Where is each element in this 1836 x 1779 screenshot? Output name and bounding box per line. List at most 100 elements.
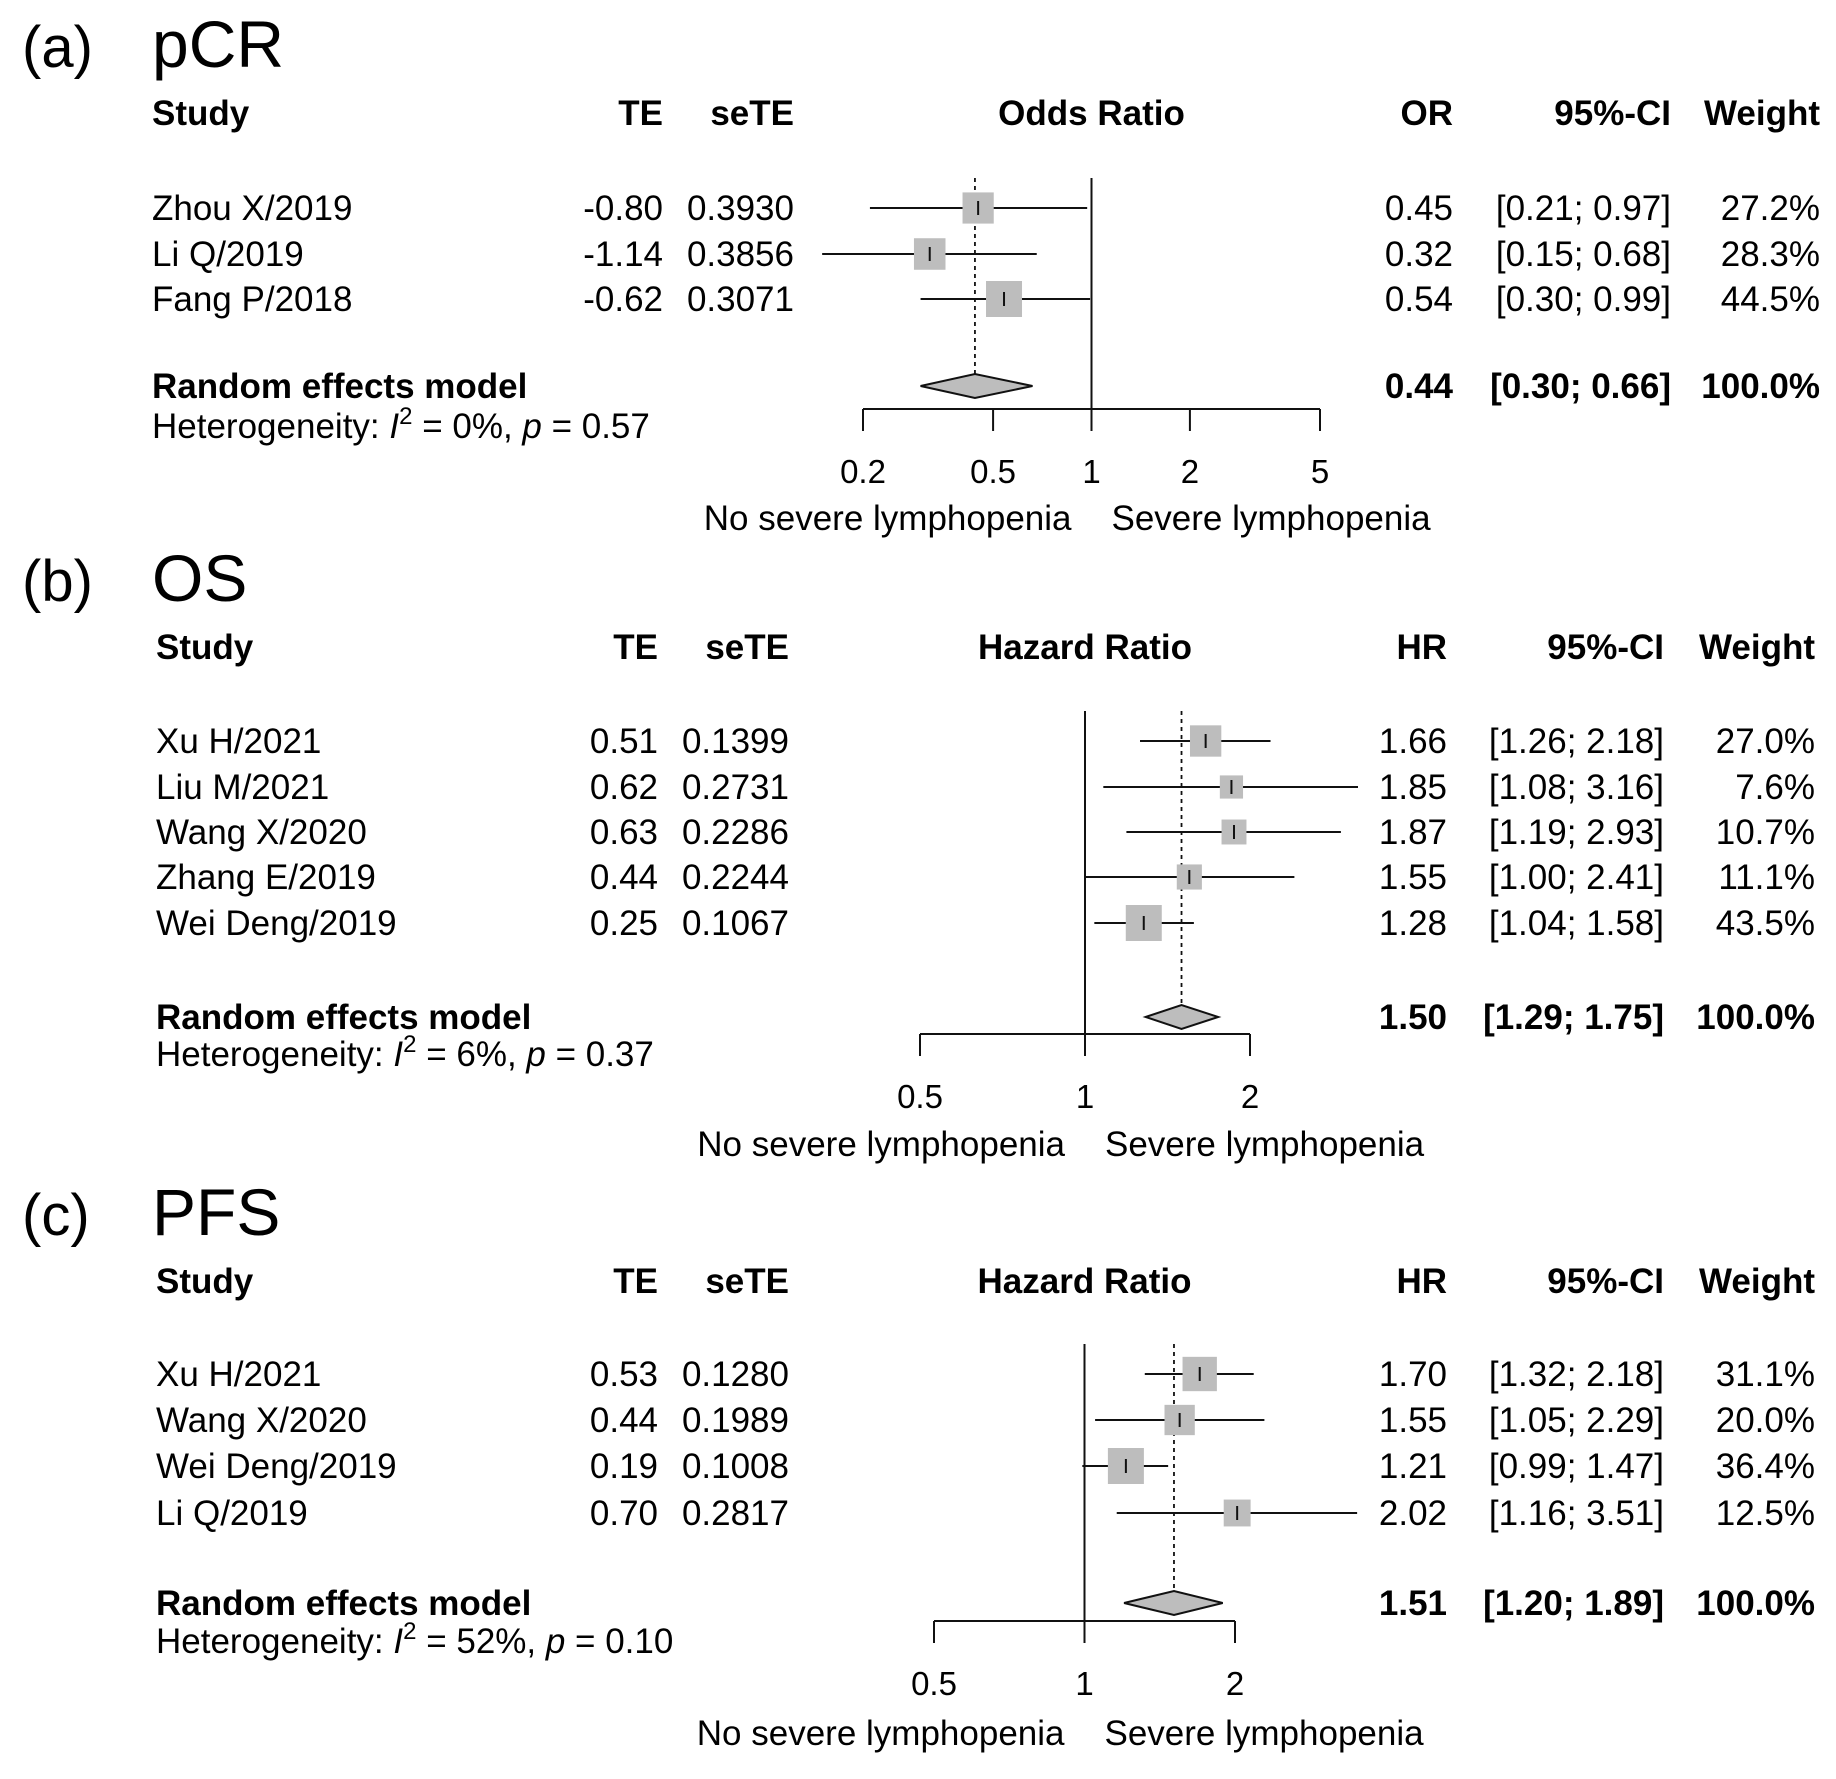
study-name: Wang X/2020 bbox=[156, 813, 367, 852]
p-value: = 0.37 bbox=[546, 1035, 654, 1074]
study-estimate: 1.85 bbox=[1379, 768, 1447, 807]
study-ci: [1.32; 2.18] bbox=[1489, 1355, 1664, 1394]
p-symbol: p bbox=[521, 407, 541, 446]
x-axis: 0.2 0.5 1 2 5 bbox=[840, 408, 1329, 490]
header-study: Study bbox=[156, 1262, 254, 1301]
direction-label-left: No severe lymphopenia bbox=[697, 1125, 1065, 1164]
header-sete: seTE bbox=[705, 628, 789, 667]
pooled-label: Random effects model bbox=[156, 998, 531, 1037]
heterogeneity-prefix: Heterogeneity: bbox=[152, 407, 389, 446]
study-row: Xu H/2021 0.53 0.1280 1.70 [1.32; 2.18] 31.1% bbox=[156, 1355, 1815, 1394]
panel-title: PFS bbox=[152, 1175, 280, 1249]
study-name: Li Q/2019 bbox=[152, 235, 304, 274]
header-estimate: HR bbox=[1396, 628, 1447, 667]
study-row: Li Q/2019 -1.14 0.3856 0.32 [0.15; 0.68] 28.3… bbox=[152, 235, 1820, 274]
tick-label: 1 bbox=[1082, 453, 1100, 490]
study-ci: [1.08; 3.16] bbox=[1489, 768, 1664, 807]
header-weight: Weight bbox=[1704, 94, 1820, 133]
pooled-row: Random effects model 0.44 [0.30; 0.66] 100.… bbox=[152, 367, 1820, 406]
study-name: Zhang E/2019 bbox=[156, 858, 376, 897]
study-ci: [0.30; 0.99] bbox=[1496, 280, 1671, 319]
study-row: Wang X/2020 0.63 0.2286 1.87 [1.19; 2.93] 10.… bbox=[156, 813, 1815, 852]
pooled-ci: [0.30; 0.66] bbox=[1490, 367, 1671, 406]
study-weight: 27.0% bbox=[1716, 722, 1815, 761]
tick-label: 0.2 bbox=[840, 453, 886, 490]
study-weight: 10.7% bbox=[1716, 813, 1815, 852]
study-sete: 0.2286 bbox=[682, 813, 789, 852]
study-ci: [1.05; 2.29] bbox=[1489, 1401, 1664, 1440]
study-sete: 0.2244 bbox=[682, 858, 789, 897]
heterogeneity-text: Heterogeneity: I2 = 6%, p = 0.37 bbox=[156, 1031, 654, 1074]
p-symbol: p bbox=[545, 1622, 565, 1661]
study-estimate: 1.55 bbox=[1379, 1401, 1447, 1440]
study-te: 0.19 bbox=[590, 1447, 658, 1486]
study-te: 0.44 bbox=[590, 1401, 658, 1440]
panel-title: OS bbox=[152, 541, 247, 615]
heterogeneity-text: Heterogeneity: I2 = 0%, p = 0.57 bbox=[152, 403, 650, 446]
direction-label-left: No severe lymphopenia bbox=[704, 499, 1072, 538]
study-name: Li Q/2019 bbox=[156, 1494, 308, 1533]
p-symbol: p bbox=[525, 1035, 545, 1074]
tick-label: 5 bbox=[1311, 453, 1329, 490]
study-estimate: 0.54 bbox=[1385, 280, 1453, 319]
header-ci: 95%-CI bbox=[1547, 628, 1664, 667]
header-ci: 95%-CI bbox=[1547, 1262, 1664, 1301]
study-estimate: 0.32 bbox=[1385, 235, 1453, 274]
pooled-estimate: 0.44 bbox=[1385, 367, 1454, 406]
header-ci: 95%-CI bbox=[1554, 94, 1671, 133]
study-sete: 0.3856 bbox=[687, 235, 794, 274]
study-estimate: 1.21 bbox=[1379, 1447, 1447, 1486]
tick-label: 0.5 bbox=[970, 453, 1016, 490]
pooled-row: Random effects model 1.51 [1.20; 1.89] 100.… bbox=[156, 1584, 1815, 1623]
forest-panel-pcr: (a) pCR Study TE seTE Odds Ratio OR 95%-CI Weigh… bbox=[22, 7, 1820, 538]
pooled-estimate: 1.51 bbox=[1379, 1584, 1447, 1623]
pooled-label: Random effects model bbox=[152, 367, 527, 406]
header-study: Study bbox=[156, 628, 254, 667]
p-value: = 0.10 bbox=[565, 1622, 673, 1661]
study-te: 0.25 bbox=[590, 904, 658, 943]
header-sete: seTE bbox=[710, 94, 794, 133]
study-weight: 43.5% bbox=[1716, 904, 1815, 943]
study-row: Li Q/2019 0.70 0.2817 2.02 [1.16; 3.51] 12.5% bbox=[156, 1494, 1815, 1533]
pooled-estimate: 1.50 bbox=[1379, 998, 1447, 1037]
study-sete: 0.1989 bbox=[682, 1401, 789, 1440]
study-te: -0.80 bbox=[583, 189, 663, 228]
study-row: Zhang E/2019 0.44 0.2244 1.55 [1.00; 2.41] 11… bbox=[156, 858, 1815, 897]
study-te: 0.51 bbox=[590, 722, 658, 761]
study-row: Wei Deng/2019 0.19 0.1008 1.21 [0.99; 1.47] 3… bbox=[156, 1447, 1815, 1486]
i-squared-value: = 0%, bbox=[412, 407, 522, 446]
study-row: Wei Deng/2019 0.25 0.1067 1.28 [1.04; 1.58] 4… bbox=[156, 904, 1815, 943]
study-row: Wang X/2020 0.44 0.1989 1.55 [1.05; 2.29] 20.… bbox=[156, 1401, 1815, 1440]
study-sete: 0.1067 bbox=[682, 904, 789, 943]
study-name: Wang X/2020 bbox=[156, 1401, 367, 1440]
study-ci: [0.15; 0.68] bbox=[1496, 235, 1671, 274]
study-estimate: 1.87 bbox=[1379, 813, 1447, 852]
heterogeneity-prefix: Heterogeneity: bbox=[156, 1035, 393, 1074]
study-weight: 36.4% bbox=[1716, 1447, 1815, 1486]
pooled-diamond bbox=[1142, 1003, 1222, 1031]
i-squared-symbol: I bbox=[393, 1035, 403, 1074]
pooled-row: Random effects model 1.50 [1.29; 1.75] 100.… bbox=[156, 998, 1815, 1037]
panel-letter: (b) bbox=[22, 549, 93, 614]
pooled-diamond bbox=[1123, 1589, 1223, 1617]
study-te: -1.14 bbox=[583, 235, 663, 274]
study-estimate: 1.66 bbox=[1379, 722, 1447, 761]
header-sete: seTE bbox=[705, 1262, 789, 1301]
pooled-weight: 100.0% bbox=[1696, 998, 1815, 1037]
study-estimate: 0.45 bbox=[1385, 189, 1453, 228]
study-weight: 27.2% bbox=[1721, 189, 1820, 228]
study-row: Liu M/2021 0.62 0.2731 1.85 [1.08; 3.16] 7.6% bbox=[156, 768, 1815, 807]
pooled-diamond bbox=[920, 372, 1033, 400]
panel-letter: (a) bbox=[22, 15, 93, 80]
direction-label-right: Severe lymphopenia bbox=[1105, 1714, 1425, 1753]
header-weight: Weight bbox=[1699, 1262, 1815, 1301]
direction-label-right: Severe lymphopenia bbox=[1112, 499, 1432, 538]
study-te: 0.53 bbox=[590, 1355, 658, 1394]
study-row: Fang P/2018 -0.62 0.3071 0.54 [0.30; 0.99] 44… bbox=[152, 280, 1820, 319]
study-te: 0.63 bbox=[590, 813, 658, 852]
study-te: 0.62 bbox=[590, 768, 658, 807]
study-row: Xu H/2021 0.51 0.1399 1.66 [1.26; 2.18] 27.0% bbox=[156, 722, 1815, 761]
study-weight: 12.5% bbox=[1716, 1494, 1815, 1533]
header-estimate: HR bbox=[1396, 1262, 1447, 1301]
